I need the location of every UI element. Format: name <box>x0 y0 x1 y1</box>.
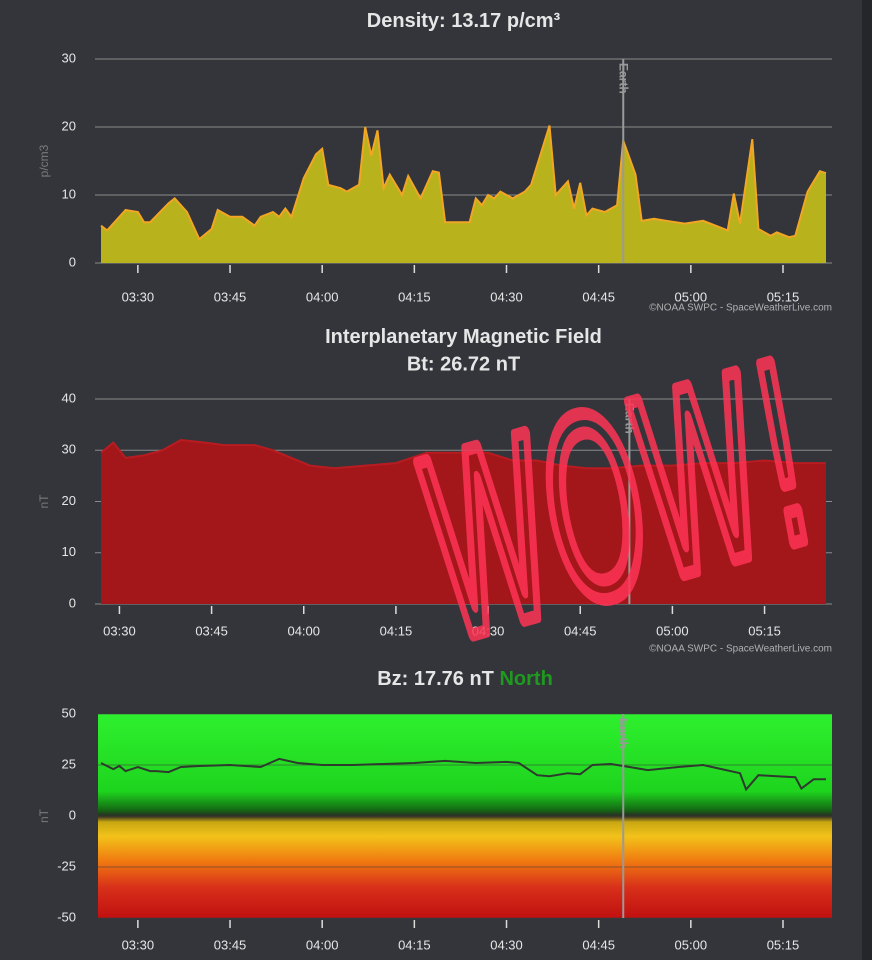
line <box>100 125 827 241</box>
x-tick-label: 03:45 <box>214 937 247 952</box>
annotation: Earth <box>616 718 630 749</box>
annotation: Earth <box>623 403 637 434</box>
credit: ©NOAA SWPC - SpaceWeatherLive.com <box>649 303 832 314</box>
x-tick-label: 04:30 <box>490 289 523 304</box>
x-tick-label: 03:30 <box>122 937 155 952</box>
x-tick-label: 05:00 <box>675 289 708 304</box>
y-axis-label: nT <box>37 494 51 509</box>
annotation: Earth <box>616 63 630 94</box>
x-tick-label: 03:45 <box>214 289 247 304</box>
x-tick-label: 04:00 <box>306 937 339 952</box>
y-tick-label: -25 <box>57 858 76 873</box>
y-tick-label: 40 <box>62 390 76 405</box>
x-tick-label: 04:45 <box>564 623 597 638</box>
x-tick-label: 05:15 <box>767 937 800 952</box>
title-text: Bz: 17.76 nT <box>377 668 494 690</box>
y-tick-label: 0 <box>69 595 76 610</box>
x-tick-label: 05:15 <box>748 623 781 638</box>
x-tick-label: 03:45 <box>195 623 228 638</box>
x-tick-label: 04:00 <box>287 623 320 638</box>
y-axis-label: p/cm3 <box>37 144 51 177</box>
x-tick-label: 04:00 <box>306 289 339 304</box>
line <box>100 438 826 470</box>
y-tick-label: -50 <box>57 909 76 924</box>
x-tick-label: 03:30 <box>122 289 155 304</box>
y-tick-label: 10 <box>62 186 76 201</box>
y-tick-label: 10 <box>62 544 76 559</box>
y-tick-label: 25 <box>62 756 76 771</box>
x-tick-label: 04:45 <box>582 937 615 952</box>
x-tick-label: 04:15 <box>398 289 431 304</box>
area <box>101 125 826 263</box>
x-tick-label: 04:15 <box>398 937 431 952</box>
x-tick-label: 04:45 <box>582 289 615 304</box>
y-tick-label: 0 <box>69 254 76 269</box>
area <box>101 440 826 604</box>
x-tick-label: 04:15 <box>380 623 413 638</box>
chart-title: Density: 13.17 p/cm³ <box>367 10 561 32</box>
x-tick-label: 04:30 <box>472 623 505 638</box>
scrollbar <box>862 0 872 960</box>
y-tick-label: 0 <box>69 807 76 822</box>
y-tick-label: 50 <box>62 705 76 720</box>
title-text: Interplanetary Magnetic Field <box>325 326 602 348</box>
status: North <box>499 668 552 690</box>
x-tick-label: 05:00 <box>675 937 708 952</box>
line <box>100 757 826 792</box>
credit: ©NOAA SWPC - SpaceWeatherLive.com <box>649 644 832 655</box>
x-tick-label: 05:15 <box>767 289 800 304</box>
title-text: Density: 13.17 p/cm³ <box>367 10 561 32</box>
x-tick-label: 05:00 <box>656 623 689 638</box>
y-tick-label: 20 <box>62 493 76 508</box>
y-tick-label: 20 <box>62 118 76 133</box>
y-tick-label: 30 <box>62 442 76 457</box>
x-tick-label: 04:30 <box>490 937 523 952</box>
chart-subtitle: Bt: 26.72 nT <box>407 353 520 375</box>
chart-title: Interplanetary Magnetic Field <box>325 326 602 348</box>
x-tick-label: 03:30 <box>103 623 136 638</box>
chart-title: Bz: 17.76 nT North <box>377 668 553 690</box>
y-tick-label: 30 <box>62 50 76 65</box>
y-axis-label: nT <box>37 808 51 823</box>
